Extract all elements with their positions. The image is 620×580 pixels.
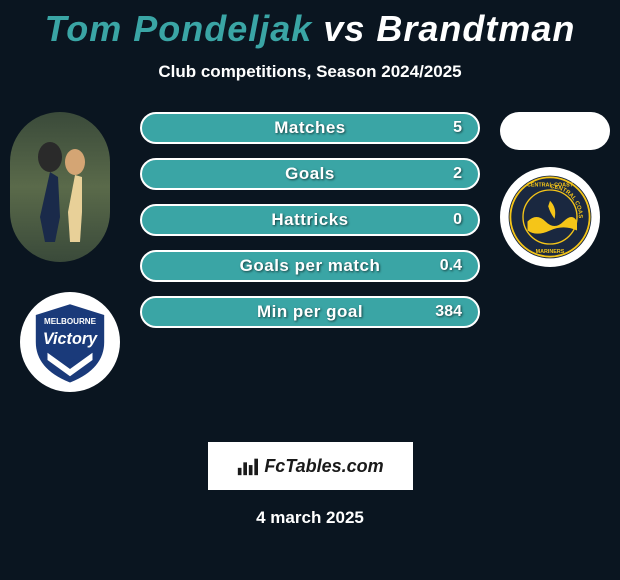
stat-right-value: 5 [432, 119, 462, 137]
stat-label: Min per goal [257, 302, 363, 322]
stat-label: Hattricks [271, 210, 348, 230]
stats-list: Matches 5 Goals 2 Hattricks 0 Goals per … [140, 112, 480, 328]
club-badge-right: CENTRAL COAST CENTRAL COAST MARINERS [500, 167, 600, 267]
footer-brand-badge: FcTables.com [208, 442, 413, 490]
stat-row-hattricks: Hattricks 0 [140, 204, 480, 236]
player2-name: Brandtman [376, 8, 575, 49]
stat-label: Goals per match [240, 256, 381, 276]
svg-text:Victory: Victory [43, 330, 98, 348]
bar-chart-icon [236, 455, 258, 477]
player-silhouette-icon [20, 127, 100, 247]
stat-right-value: 0.4 [432, 257, 462, 275]
footer-date: 4 march 2025 [0, 508, 620, 528]
vs-text: vs [323, 8, 365, 49]
player1-name: Tom Pondeljak [45, 8, 313, 49]
stat-row-goals: Goals 2 [140, 158, 480, 190]
stat-row-goals-per-match: Goals per match 0.4 [140, 250, 480, 282]
melbourne-victory-icon: MELBOURNE Victory FC [25, 297, 115, 387]
content-area: MELBOURNE Victory FC CENTRAL COAST CENTR… [0, 112, 620, 392]
svg-text:CENTRAL COAST: CENTRAL COAST [527, 182, 574, 188]
stat-right-value: 0 [432, 211, 462, 229]
footer-brand-text: FcTables.com [264, 456, 383, 477]
svg-text:MELBOURNE: MELBOURNE [44, 317, 97, 326]
subtitle: Club competitions, Season 2024/2025 [0, 62, 620, 82]
player2-photo-placeholder [500, 112, 610, 150]
svg-text:MARINERS: MARINERS [536, 249, 565, 255]
stat-row-min-per-goal: Min per goal 384 [140, 296, 480, 328]
stat-right-value: 384 [432, 303, 462, 321]
player1-photo [10, 112, 110, 262]
club-badge-left: MELBOURNE Victory FC [20, 292, 120, 392]
central-coast-mariners-icon: CENTRAL COAST CENTRAL COAST MARINERS [505, 172, 595, 262]
stat-row-matches: Matches 5 [140, 112, 480, 144]
stat-label: Matches [274, 118, 346, 138]
svg-text:FC: FC [65, 357, 75, 366]
stat-label: Goals [285, 164, 335, 184]
page-title: Tom Pondeljak vs Brandtman [0, 0, 620, 50]
stat-right-value: 2 [432, 165, 462, 183]
